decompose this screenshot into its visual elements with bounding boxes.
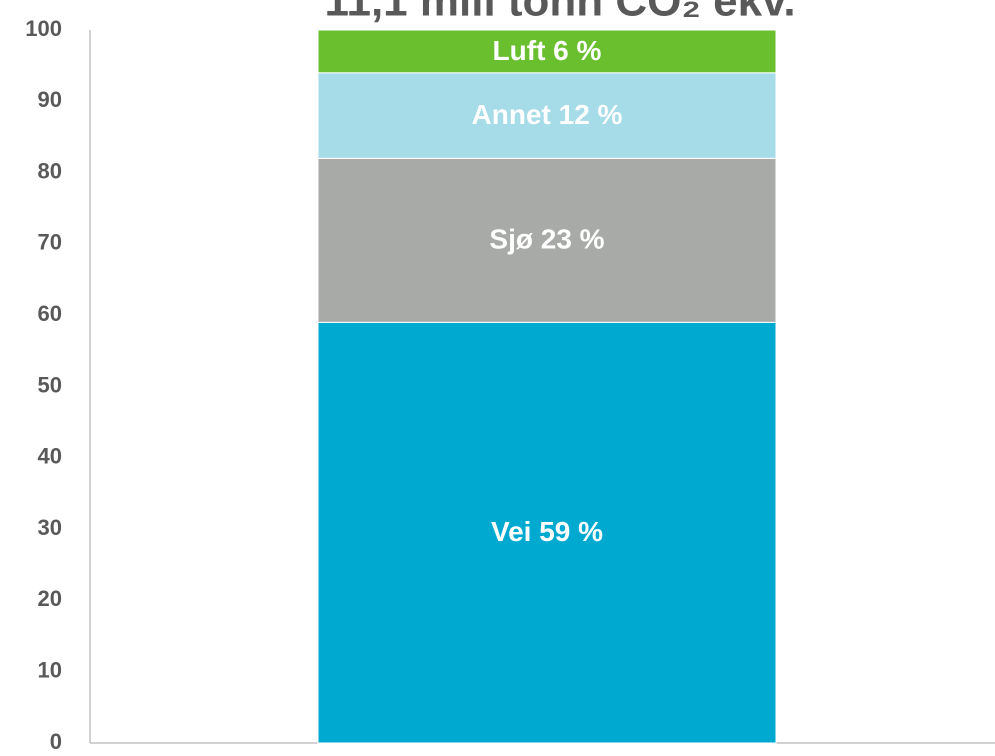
y-tick-label: 30	[38, 515, 62, 540]
y-tick-label: 50	[38, 372, 62, 397]
y-tick-label: 90	[38, 87, 62, 112]
bar-segment	[317, 72, 777, 159]
y-tick-label: 70	[38, 230, 62, 255]
y-tick-label: 20	[38, 586, 62, 611]
data-label: Vei 59 %	[491, 516, 603, 547]
data-label: Luft 6 %	[493, 35, 602, 66]
y-tick-label: 100	[25, 16, 62, 41]
y-tick-label: 10	[38, 658, 62, 683]
data-label: Sjø 23 %	[489, 224, 604, 255]
bar-segment	[317, 321, 777, 744]
y-tick-label: 40	[38, 444, 62, 469]
y-tick-label: 0	[50, 729, 62, 754]
y-tick-label: 80	[38, 158, 62, 183]
chart-title: 11,1 mill tonn CO₂ ekv.	[324, 0, 795, 26]
bar-segment	[317, 29, 777, 74]
y-tick-label: 60	[38, 301, 62, 326]
bar-segment	[317, 157, 777, 323]
data-label: Annet 12 %	[472, 99, 623, 130]
